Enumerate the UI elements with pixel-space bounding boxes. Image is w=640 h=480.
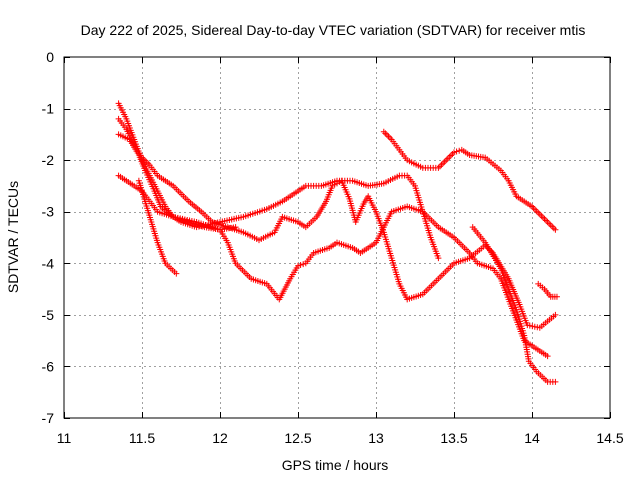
data-point-marker (232, 224, 239, 231)
data-point-marker (438, 161, 445, 168)
data-point-marker (387, 134, 394, 141)
data-point-marker (435, 255, 442, 262)
data-point-marker (533, 208, 540, 215)
data-point-marker (552, 378, 559, 385)
data-point-marker (552, 226, 559, 233)
data-point-marker (295, 262, 301, 269)
data-point-marker (297, 262, 304, 269)
series-track-e (135, 177, 180, 277)
data-point-marker (436, 163, 443, 170)
data-point-marker (441, 158, 448, 165)
data-point-marker (539, 214, 546, 221)
data-point-marker (547, 222, 554, 229)
x-tick-label: 12.5 (284, 430, 311, 446)
y-tick-label: -3 (42, 204, 55, 220)
x-tick-label: 11 (57, 430, 72, 446)
series-track-g (469, 224, 559, 385)
data-point-marker (544, 353, 551, 360)
x-axis-label: GPS time / hours (282, 457, 389, 473)
data-point-marker (209, 224, 216, 231)
series-track-h (535, 280, 560, 300)
y-tick-label: 0 (46, 49, 54, 65)
data-point-marker (451, 149, 457, 156)
data-point-marker (532, 206, 539, 213)
data-point-marker (380, 128, 387, 135)
series-track-f (380, 128, 559, 233)
data-point-marker (550, 225, 557, 232)
data-point-marker (536, 211, 543, 218)
axis-ticks: 11 11.5 12 12.5 13 13.5 14 14.5 -7 -6 -5 -4 -3 -2 -1 0 (42, 49, 624, 446)
data-point-marker (543, 217, 550, 224)
data-point-marker (382, 130, 389, 137)
data-point-marker (173, 270, 180, 277)
series-track-c (115, 131, 551, 360)
data-point-marker (538, 212, 545, 219)
x-tick-label: 13.5 (440, 430, 467, 446)
data-point-marker (300, 261, 307, 268)
data-point-marker (553, 293, 560, 300)
data-series (115, 100, 560, 385)
data-point-marker (443, 157, 450, 164)
y-tick-label: -6 (42, 358, 55, 374)
data-point-marker (535, 209, 542, 216)
x-tick-label: 14.5 (596, 430, 623, 446)
x-tick-label: 11.5 (129, 430, 155, 446)
data-point-marker (383, 131, 390, 138)
chart-title: Day 222 of 2025, Sidereal Day-to-day VTE… (81, 22, 586, 38)
series-track-b (115, 115, 559, 331)
data-point-marker (546, 220, 553, 227)
y-tick-label: -2 (42, 152, 55, 168)
data-point-marker (541, 215, 548, 222)
x-tick-label: 14 (524, 430, 540, 446)
data-point-marker (447, 152, 454, 159)
data-point-marker (530, 205, 537, 212)
y-axis-label: SDTVAR / TECUs (5, 181, 21, 293)
data-point-marker (440, 160, 447, 167)
y-tick-label: -5 (42, 307, 55, 323)
plot-frame (63, 56, 611, 419)
data-point-marker (453, 148, 460, 155)
data-point-marker (552, 311, 559, 318)
grid-lines (64, 57, 610, 418)
data-point-marker (549, 223, 556, 230)
data-point-marker (385, 133, 392, 140)
y-tick-label: -7 (42, 410, 55, 426)
x-tick-label: 12 (212, 430, 228, 446)
y-tick-label: -4 (42, 255, 55, 271)
data-point-marker (544, 219, 551, 226)
y-tick-label: -1 (42, 101, 55, 117)
data-point-marker (446, 154, 453, 161)
x-tick-label: 13 (368, 430, 384, 446)
